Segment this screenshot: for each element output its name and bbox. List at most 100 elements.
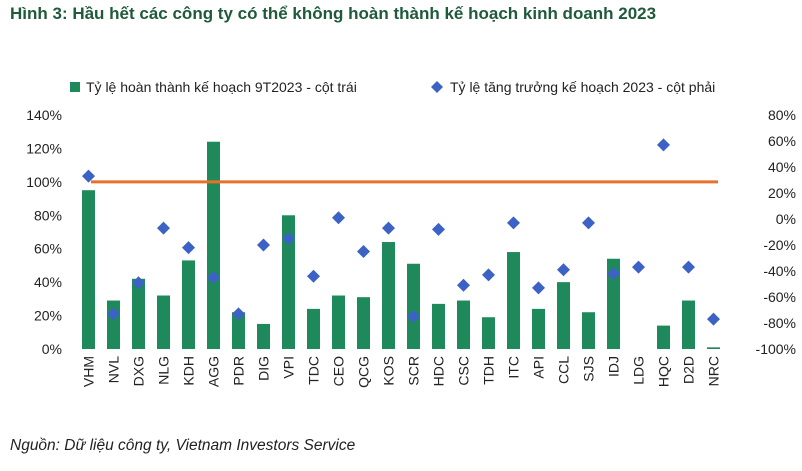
- diamond-point: [257, 238, 270, 252]
- diamond-point: [207, 271, 220, 284]
- category-label: NLG: [156, 356, 172, 385]
- left-axis: 0% 20% 40% 60% 80% 100% 120% 140%: [26, 107, 62, 357]
- bar: [182, 260, 195, 349]
- diamond-point: [232, 307, 245, 321]
- bar: [582, 312, 595, 349]
- diamond-point: [532, 281, 545, 295]
- left-tick-label: 80%: [34, 207, 62, 223]
- diamond-point: [382, 221, 395, 235]
- legend-bar-swatch: [70, 82, 80, 92]
- category-label: KDH: [181, 356, 197, 386]
- left-tick-label: 20%: [34, 308, 62, 324]
- bar: [207, 141, 220, 349]
- bar: [132, 278, 145, 349]
- diamond-point: [507, 216, 520, 230]
- category-label: AGG: [206, 356, 222, 387]
- legend-diamond-label: Tỷ lệ tăng trưởng kế hoạch 2023 - cột ph…: [450, 79, 715, 95]
- bar: [232, 312, 245, 349]
- bar: [482, 317, 495, 349]
- right-tick-label: -80%: [763, 315, 796, 331]
- diamond-point: [182, 241, 195, 255]
- diamond-point: [82, 169, 95, 183]
- category-label: API: [531, 356, 547, 379]
- diamond-point: [107, 307, 120, 321]
- left-tick-label: 0%: [42, 341, 62, 357]
- category-label: CSC: [456, 356, 472, 386]
- category-label: PDR: [231, 356, 247, 386]
- category-label: CEO: [331, 356, 347, 386]
- bar: [457, 300, 470, 349]
- bar: [532, 308, 545, 349]
- bar-series: [82, 141, 720, 349]
- legend: Tỷ lệ hoàn thành kế hoạch 9T2023 - cột t…: [70, 79, 715, 95]
- diamond-point: [657, 138, 670, 152]
- category-label: SCR: [406, 356, 422, 386]
- diamond-point: [307, 269, 320, 283]
- diamond-point: [607, 267, 620, 281]
- right-tick-label: -40%: [763, 263, 796, 279]
- category-label: TDH: [481, 356, 497, 385]
- diamond-point: [332, 211, 345, 225]
- diamond-point: [682, 260, 695, 274]
- left-tick-label: 140%: [26, 107, 62, 123]
- category-label: DXG: [131, 356, 147, 386]
- category-label: LDG: [631, 356, 647, 385]
- diamond-point: [132, 276, 145, 290]
- category-label: NVL: [106, 356, 122, 383]
- bar: [657, 325, 670, 349]
- chart-title: Hình 3: Hầu hết các công ty có thể không…: [10, 4, 657, 23]
- bar: [707, 347, 720, 349]
- diamond-point: [357, 245, 370, 258]
- right-tick-label: -60%: [763, 289, 796, 305]
- bar: [507, 252, 520, 349]
- category-label: QCG: [356, 356, 372, 388]
- right-tick-label: 80%: [768, 107, 796, 123]
- diamond-point: [432, 222, 445, 236]
- bar: [157, 295, 170, 349]
- diamond-series: [82, 138, 720, 326]
- bar: [257, 323, 270, 349]
- right-tick-label: 40%: [768, 159, 796, 175]
- category-label: CCL: [556, 356, 572, 384]
- legend-bar-label: Tỷ lệ hoàn thành kế hoạch 9T2023 - cột t…: [86, 79, 357, 95]
- diamond-point: [557, 263, 570, 277]
- left-tick-label: 40%: [34, 274, 62, 290]
- category-label: HQC: [656, 356, 672, 387]
- bar: [557, 282, 570, 349]
- bar: [82, 190, 95, 349]
- diamond-point: [707, 312, 720, 326]
- right-tick-label: -100%: [756, 341, 796, 357]
- category-label: NRC: [706, 356, 722, 386]
- diamond-point: [282, 232, 295, 245]
- diamond-point: [482, 268, 495, 282]
- right-tick-label: 60%: [768, 133, 796, 149]
- bar: [282, 215, 295, 349]
- category-label: DIG: [256, 356, 272, 381]
- right-axis: -100% -80% -60% -40% -20% 0% 20% 40% 60% 80%: [756, 107, 796, 357]
- right-tick-label: -20%: [763, 237, 796, 253]
- category-label: TDC: [306, 356, 322, 385]
- category-label: SJS: [581, 356, 597, 382]
- source-note: Nguồn: Dữ liệu công ty, Vietnam Investor…: [10, 437, 356, 454]
- left-tick-label: 60%: [34, 241, 62, 257]
- bar: [432, 303, 445, 349]
- bar: [357, 297, 370, 349]
- left-tick-label: 100%: [26, 174, 62, 190]
- bar: [407, 263, 420, 349]
- left-tick-label: 120%: [26, 140, 62, 156]
- category-label: D2D: [681, 356, 697, 384]
- diamond-point: [157, 221, 170, 235]
- bar: [307, 308, 320, 349]
- right-tick-label: 0%: [776, 211, 796, 227]
- bar: [382, 242, 395, 349]
- category-label: VPI: [281, 356, 297, 379]
- category-label: ITC: [506, 356, 522, 379]
- bar: [682, 300, 695, 349]
- diamond-point: [407, 310, 420, 323]
- diamond-point: [457, 278, 470, 292]
- category-label: KOS: [381, 356, 397, 386]
- diamond-point: [632, 260, 645, 274]
- category-label: HDC: [431, 356, 447, 386]
- bar: [607, 258, 620, 349]
- combo-chart: Tỷ lệ hoàn thành kế hoạch 9T2023 - cột t…: [26, 79, 796, 388]
